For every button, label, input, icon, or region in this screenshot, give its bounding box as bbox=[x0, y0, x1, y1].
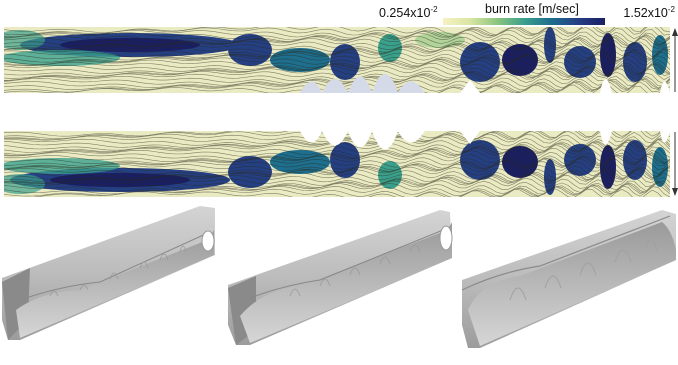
contour-line bbox=[4, 180, 670, 193]
contour-line bbox=[4, 35, 670, 49]
contour-line bbox=[4, 153, 670, 166]
colorbar-min-label: 0.254x10-2 bbox=[379, 5, 438, 20]
contour-line bbox=[4, 57, 670, 71]
top-strip-arrow bbox=[672, 28, 678, 92]
grain-render-right bbox=[461, 210, 676, 348]
contour-line bbox=[4, 150, 670, 164]
contour-line bbox=[4, 153, 670, 167]
contour-line bbox=[4, 84, 670, 93]
contour-line bbox=[4, 147, 670, 161]
contour-line bbox=[4, 27, 670, 36]
contour-line bbox=[4, 37, 670, 51]
colorbar-max-label: 1.52x10-2 bbox=[623, 5, 675, 20]
contour-line bbox=[4, 62, 670, 76]
grain-render-middle bbox=[228, 210, 453, 345]
contour-line bbox=[4, 54, 670, 67]
contour-line bbox=[4, 49, 670, 63]
contour-line bbox=[32, 188, 663, 197]
contour-line bbox=[4, 29, 670, 44]
grain-render-left bbox=[2, 206, 215, 340]
contour-line bbox=[4, 32, 670, 46]
contour-line bbox=[4, 161, 670, 175]
bottom-burn-rate-strip bbox=[4, 131, 670, 197]
contour-line bbox=[4, 181, 670, 195]
colorbar-title: burn rate [m/sec] bbox=[485, 2, 579, 16]
contour-line bbox=[4, 158, 670, 171]
contour-line bbox=[4, 63, 670, 77]
colorbar-legend: 0.254x10-2 burn rate [m/sec] 1.52x10-2 bbox=[375, 2, 675, 27]
contour-line bbox=[4, 27, 670, 41]
bottom-strip-arrow bbox=[672, 132, 678, 196]
contour-line bbox=[4, 167, 670, 181]
contour-line bbox=[4, 171, 670, 185]
colorbar-gradient bbox=[443, 18, 605, 25]
contour-line bbox=[4, 174, 670, 188]
contour-line bbox=[4, 34, 670, 48]
contour-line bbox=[4, 183, 670, 197]
contour-line bbox=[4, 40, 670, 53]
contour-line bbox=[4, 59, 670, 74]
top-burn-rate-strip bbox=[4, 27, 670, 93]
contour-line bbox=[4, 144, 670, 158]
